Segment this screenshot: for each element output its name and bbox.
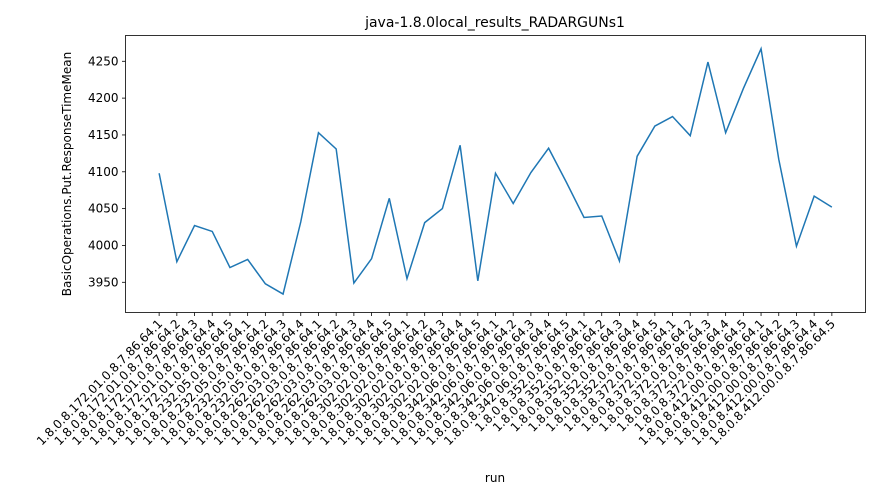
y-tick-label: 3950 [88, 275, 119, 289]
y-tick-label: 4050 [88, 202, 119, 216]
y-tick-label: 4100 [88, 165, 119, 179]
chart-title: java-1.8.0local_results_RADARGUNs1 [364, 15, 625, 31]
y-tick-label: 4200 [88, 91, 119, 105]
y-tick-label: 4250 [88, 54, 119, 68]
y-tick-label: 4000 [88, 238, 119, 252]
y-axis-label: BasicOperations.Put.ResponseTimeMean [60, 52, 74, 296]
x-axis-label: run [485, 471, 505, 485]
series-line [158, 46, 833, 296]
y-tick-label: 4150 [88, 128, 119, 142]
